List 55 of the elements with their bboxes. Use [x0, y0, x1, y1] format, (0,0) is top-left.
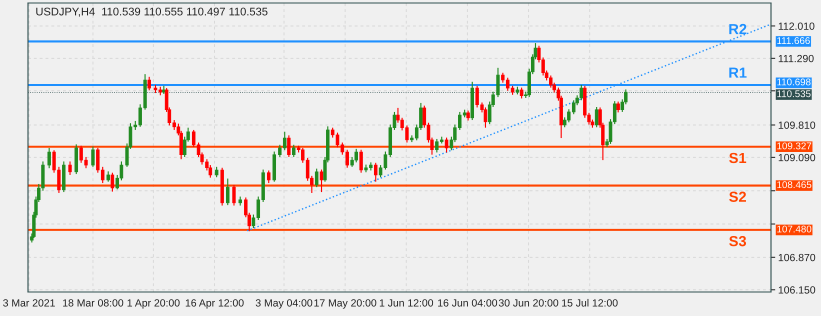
y-tick-label: 111.290 [778, 54, 814, 62]
y-tick-label: 106.150 [778, 286, 816, 294]
ref-line-label: 111.666 [777, 37, 810, 44]
candlestick [320, 169, 324, 193]
annotation: S3 [729, 236, 746, 246]
candlestick [68, 160, 72, 176]
x-tick-label: 18 Mar 08:00 [63, 299, 124, 307]
candlestick [106, 170, 110, 182]
annotation: R1 [729, 68, 747, 78]
candlestick [74, 144, 78, 175]
ref-line-label: 110.698 [777, 78, 811, 86]
ref-line-label: 109.327 [777, 142, 812, 150]
candlestick [484, 106, 488, 128]
x-tick-label: 30 Jun 20:00 [498, 299, 558, 307]
chart-title: USDJPY,H4 110.539 110.555 110.497 110.535 [36, 8, 268, 17]
candlestick [520, 87, 524, 99]
candlestick [226, 178, 230, 206]
candlestick [287, 134, 291, 158]
x-tick-label: 16 Apr 12:00 [186, 299, 244, 309]
candlestick [47, 147, 51, 169]
candlestick [374, 162, 378, 182]
candlestick [238, 196, 242, 206]
annotation: S1 [729, 152, 746, 164]
x-tick-label: 3 May 04:00 [256, 299, 312, 309]
annotation: R2 [729, 24, 746, 34]
x-tick-label: 1 Apr 20:00 [128, 299, 180, 309]
candlestick [266, 170, 270, 184]
candlestick [110, 172, 114, 192]
y-tick-label: 112.010 [778, 22, 814, 30]
candlestick [549, 74, 553, 88]
candlestick [580, 84, 584, 101]
candlestick [147, 76, 151, 91]
x-tick-label: 17 May 20:00 [314, 299, 376, 309]
ref-line-label: 107.480 [777, 226, 812, 232]
candlestick [214, 166, 218, 178]
candlestick [444, 137, 448, 154]
candlestick [616, 101, 620, 113]
x-tick-label: 1 Jun 12:00 [380, 299, 434, 307]
candlestick [91, 146, 95, 168]
y-tick-label: 109.810 [778, 121, 816, 129]
x-tick-label: 3 Mar 2021 [3, 299, 55, 307]
y-tick-label: 109.090 [778, 154, 816, 162]
candlestick [314, 168, 318, 188]
x-tick-label: 15 Jul 12:00 [562, 298, 618, 307]
candlestick [359, 149, 363, 174]
ref-line-label: 108.465 [777, 181, 812, 188]
x-tick-label: 16 Jun 04:00 [438, 299, 498, 307]
candlestick [354, 148, 358, 163]
candlestick [466, 110, 470, 122]
ref-line-label: 110.535 [777, 90, 811, 98]
candlestick [232, 184, 236, 206]
candlestick [594, 106, 598, 128]
y-tick-label: 106.870 [778, 254, 816, 262]
candlestick [292, 144, 296, 158]
annotation: S2 [729, 192, 746, 202]
